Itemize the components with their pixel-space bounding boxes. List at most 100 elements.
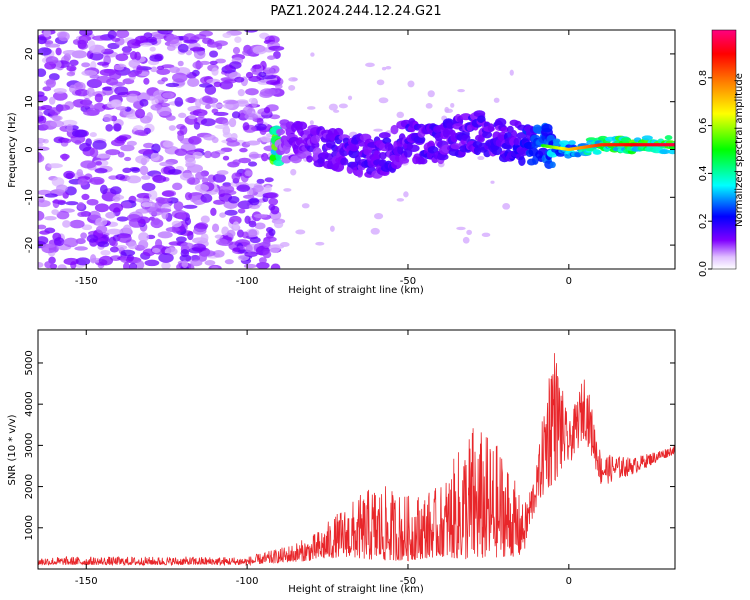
- heatmap-blob: [109, 71, 122, 80]
- heatmap-blob: [258, 257, 267, 264]
- heatmap-blob: [89, 176, 105, 185]
- heatmap-blob: [457, 89, 465, 93]
- heatmap-blob: [110, 186, 122, 195]
- heatmap-blob: [56, 104, 71, 111]
- heatmap-blob: [215, 238, 228, 246]
- heatmap-blob: [168, 125, 176, 131]
- heatmap-blob: [51, 115, 63, 121]
- heatmap-blob: [149, 54, 163, 62]
- heatmap-blob: [210, 103, 224, 108]
- heatmap-blob: [620, 137, 632, 143]
- colorbar-gradient: [711, 29, 737, 270]
- heatmap-blob: [187, 77, 200, 88]
- heatmap-blob: [274, 84, 283, 89]
- heatmap-blob: [399, 157, 410, 164]
- heatmap-blob: [264, 185, 272, 193]
- heatmap-blob: [306, 106, 316, 110]
- heatmap-blob: [273, 159, 285, 167]
- heatmap-blob: [95, 217, 108, 227]
- heatmap-blob: [541, 123, 553, 133]
- heatmap-blob: [266, 80, 281, 86]
- snr-series: [38, 353, 675, 567]
- heatmap-blob: [365, 62, 375, 68]
- heatmap-blob: [136, 92, 151, 102]
- heatmap-blob: [376, 79, 385, 86]
- heatmap-blob: [38, 152, 43, 163]
- heatmap-blob: [66, 124, 73, 133]
- heatmap-blob: [116, 216, 129, 222]
- heatmap-blob: [466, 229, 472, 236]
- heatmap-blob: [245, 88, 259, 96]
- heatmap-blob: [195, 171, 205, 180]
- heatmap-blob: [171, 72, 188, 83]
- heatmap-blob: [42, 86, 52, 92]
- heatmap-blob: [252, 64, 262, 70]
- heatmap-blob: [216, 42, 223, 50]
- heatmap-blob: [264, 88, 281, 95]
- heatmap-blob: [114, 64, 125, 71]
- heatmap-blob: [268, 45, 285, 51]
- heatmap-blob: [209, 50, 219, 58]
- heatmap-blob: [92, 35, 108, 41]
- heatmap-blob: [490, 180, 495, 184]
- heatmap-blob: [268, 204, 276, 211]
- heatmap-blob: [161, 190, 175, 197]
- y-tick-label: 1000: [24, 515, 35, 540]
- heatmap-blob: [491, 145, 503, 156]
- heatmap-blob: [348, 142, 360, 152]
- heatmap-blob: [74, 246, 88, 251]
- heatmap-blob: [268, 244, 281, 253]
- spectrogram-y-label: Frequency (Hz): [7, 112, 18, 188]
- heatmap-blob: [38, 94, 48, 102]
- heatmap-blob: [256, 261, 270, 269]
- snr-x-ticks: -150 -100 -50 0: [75, 330, 572, 587]
- heatmap-blob: [152, 217, 161, 226]
- heatmap-blob: [237, 89, 245, 97]
- heatmap-blob: [92, 139, 107, 150]
- heatmap-blob: [77, 178, 88, 186]
- heatmap-blob: [373, 128, 383, 132]
- heatmap-blob: [296, 121, 308, 130]
- heatmap-blob: [482, 130, 493, 139]
- heatmap-blob: [212, 249, 225, 258]
- heatmap-blob: [75, 257, 91, 266]
- heatmap-blob: [111, 37, 121, 42]
- heatmap-blob: [245, 71, 254, 79]
- heatmap-blob: [373, 150, 381, 160]
- heatmap-blob: [48, 107, 61, 116]
- x-tick-label: -100: [236, 576, 259, 587]
- heatmap-blob: [129, 51, 138, 60]
- heatmap-blob: [109, 81, 125, 87]
- heatmap-blob: [476, 115, 486, 123]
- heatmap-blob: [58, 31, 70, 42]
- heatmap-blob: [137, 208, 147, 214]
- heatmap-blob: [288, 77, 298, 82]
- heatmap-blob: [222, 132, 232, 138]
- heatmap-blob: [88, 210, 101, 221]
- heatmap-blob: [177, 60, 184, 67]
- heatmap-blob: [264, 177, 274, 183]
- heatmap-blob: [211, 136, 219, 144]
- heatmap-blob: [98, 255, 114, 266]
- heatmap-blob: [390, 124, 399, 135]
- heatmap-blob: [247, 161, 258, 167]
- heatmap-blob: [96, 75, 112, 84]
- heatmap-blob: [309, 120, 314, 126]
- heatmap-blob: [668, 149, 675, 155]
- heatmap-blob: [204, 104, 212, 110]
- snr-x-label: Height of straight line (km): [288, 584, 424, 595]
- heatmap-blob: [232, 46, 241, 55]
- heatmap-blob: [174, 148, 188, 156]
- heatmap-blob: [231, 172, 241, 181]
- heatmap-blob: [195, 98, 202, 109]
- heatmap-blob: [222, 155, 230, 161]
- heatmap-blob: [184, 217, 192, 226]
- heatmap-blob: [407, 80, 415, 88]
- heatmap-blob: [338, 103, 348, 109]
- heatmap-blob: [103, 113, 113, 122]
- heatmap-blob: [456, 226, 466, 231]
- heatmap-blob: [56, 210, 70, 220]
- heatmap-blob: [262, 250, 272, 259]
- heatmap-blob: [477, 156, 485, 161]
- heatmap-blob: [76, 169, 84, 177]
